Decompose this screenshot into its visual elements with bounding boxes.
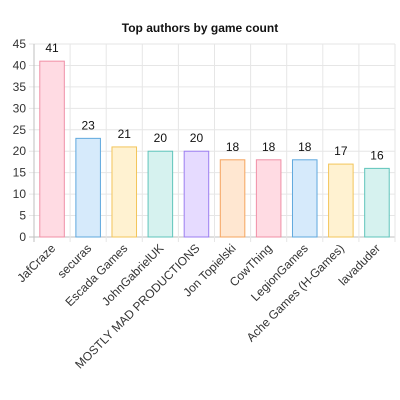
bar-value-label: 23 <box>81 118 95 132</box>
x-tick-label: Escada Games <box>62 241 130 309</box>
bar <box>364 167 390 238</box>
bar-value-label: 16 <box>370 148 384 162</box>
bar <box>219 159 246 238</box>
bars <box>39 60 390 238</box>
y-tick-label: 25 <box>13 123 27 137</box>
bar <box>328 163 354 238</box>
bar-value-label: 21 <box>118 127 132 141</box>
x-tick-label: JafCraze <box>14 241 58 285</box>
bar <box>111 146 138 238</box>
bar-value-label: 41 <box>45 41 59 55</box>
bar <box>75 137 101 238</box>
bar-value-label: 18 <box>262 140 276 154</box>
y-tick-label: 35 <box>13 80 27 94</box>
y-tick-label: 20 <box>13 144 27 158</box>
bar <box>291 159 318 238</box>
bar-value-label: 18 <box>226 140 240 154</box>
bar <box>147 150 174 238</box>
chart-title: Top authors by game count <box>122 21 278 35</box>
y-tick-label: 0 <box>19 230 26 244</box>
y-tick-label: 30 <box>13 101 27 115</box>
bar-value-label: 17 <box>334 144 348 158</box>
bar <box>183 150 210 238</box>
y-tick-label: 5 <box>19 209 26 223</box>
bar-value-label: 18 <box>298 140 312 154</box>
y-tick-label: 45 <box>13 37 27 51</box>
bar-value-label: 20 <box>154 131 168 145</box>
y-tick-label: 10 <box>13 187 27 201</box>
y-tick-label: 15 <box>13 166 27 180</box>
y-tick-label: 40 <box>13 58 27 72</box>
bar <box>255 159 282 238</box>
bar-value-label: 20 <box>190 131 204 145</box>
bar <box>39 60 65 238</box>
data-labels: 41 23 21 20 20 18 18 18 17 16 <box>45 41 384 162</box>
gridlines <box>29 43 396 242</box>
y-axis: 0 5 10 15 20 25 30 35 40 45 <box>13 37 27 244</box>
